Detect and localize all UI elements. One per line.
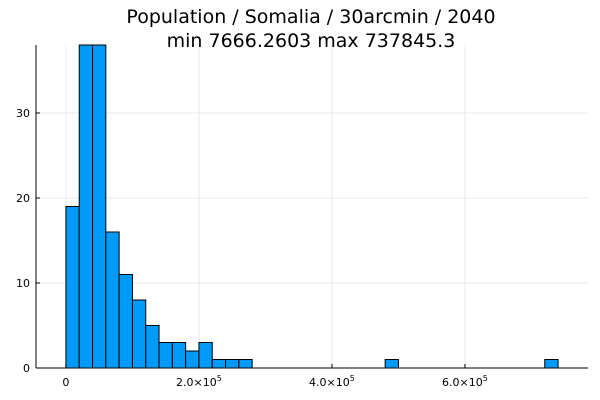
histogram-bar <box>78 44 94 369</box>
y-tick-label: 30 <box>16 107 30 120</box>
x-tick-label-base: 4.0×10 <box>309 376 350 389</box>
chart-title: Population / Somalia / 30arcmin / 2040 m… <box>126 6 495 52</box>
histogram-bar <box>65 206 80 369</box>
x-tick-label: 6.0×105 <box>442 374 488 389</box>
x-tick-label-base: 0 <box>62 376 69 389</box>
histogram-bar <box>131 299 147 369</box>
histogram-bar <box>384 359 399 369</box>
x-tick-label-base: 6.0×10 <box>442 376 483 389</box>
histogram-bar <box>198 342 213 369</box>
histogram-bar <box>145 325 160 369</box>
histogram-bar <box>225 359 240 369</box>
histogram-bar <box>118 274 133 369</box>
x-tick-label: 0 <box>62 376 69 389</box>
histogram-bar <box>92 44 107 369</box>
histogram-bar <box>105 231 120 369</box>
histogram-bar <box>185 350 200 369</box>
bars-layer <box>65 44 559 369</box>
chart-title-line-1: Population / Somalia / 30arcmin / 2040 <box>126 6 495 28</box>
histogram-bar <box>158 342 173 369</box>
x-tick-label: 2.0×105 <box>176 374 222 389</box>
y-tick-label: 0 <box>23 362 30 375</box>
histogram-bar <box>544 359 559 369</box>
axes-layer <box>35 45 588 369</box>
x-tick-label: 4.0×105 <box>309 374 355 389</box>
x-tick-label-base: 2.0×10 <box>176 376 217 389</box>
histogram-bar <box>171 342 187 369</box>
x-tick-label-exponent: 5 <box>217 374 222 383</box>
y-tick-label: 20 <box>16 192 30 205</box>
histogram-bar <box>238 359 253 369</box>
y-tick-label: 10 <box>16 277 30 290</box>
histogram-bar <box>211 359 227 369</box>
x-tick-label-exponent: 5 <box>483 374 488 383</box>
chart-title-line-2: min 7666.2603 max 737845.3 <box>167 30 456 52</box>
x-tick-label-exponent: 5 <box>350 374 355 383</box>
